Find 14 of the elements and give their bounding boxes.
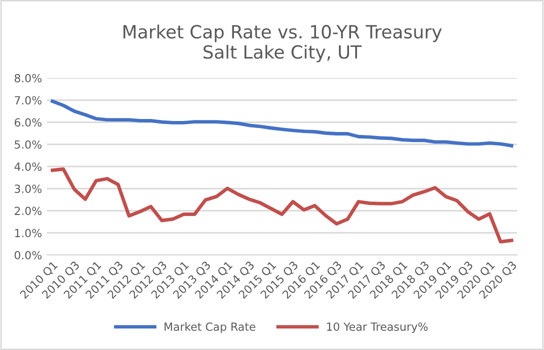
y-tick-label: 8.0% [14,74,42,82]
y-tick-label: 4.0% [14,162,42,171]
line-series [50,167,514,244]
line-series [50,99,514,148]
y-tick-label: 1.0% [15,228,42,238]
y-tick-label: 5.0% [14,140,42,149]
y-tick-label: 6.0% [14,118,42,127]
legend-label: Market Cap Rate [164,322,256,333]
y-tick-label: 0.0% [14,250,42,260]
y-tick-label: 2.0% [14,206,42,216]
legend-label: 10 Year Treasury% [327,322,428,333]
chart-title: Market Cap Rate vs. 10-YR Treasury Salt Lake City, UT [124,24,442,62]
y-tick-label: 7.0% [14,96,42,105]
y-tick-label: 3.0% [14,184,42,194]
